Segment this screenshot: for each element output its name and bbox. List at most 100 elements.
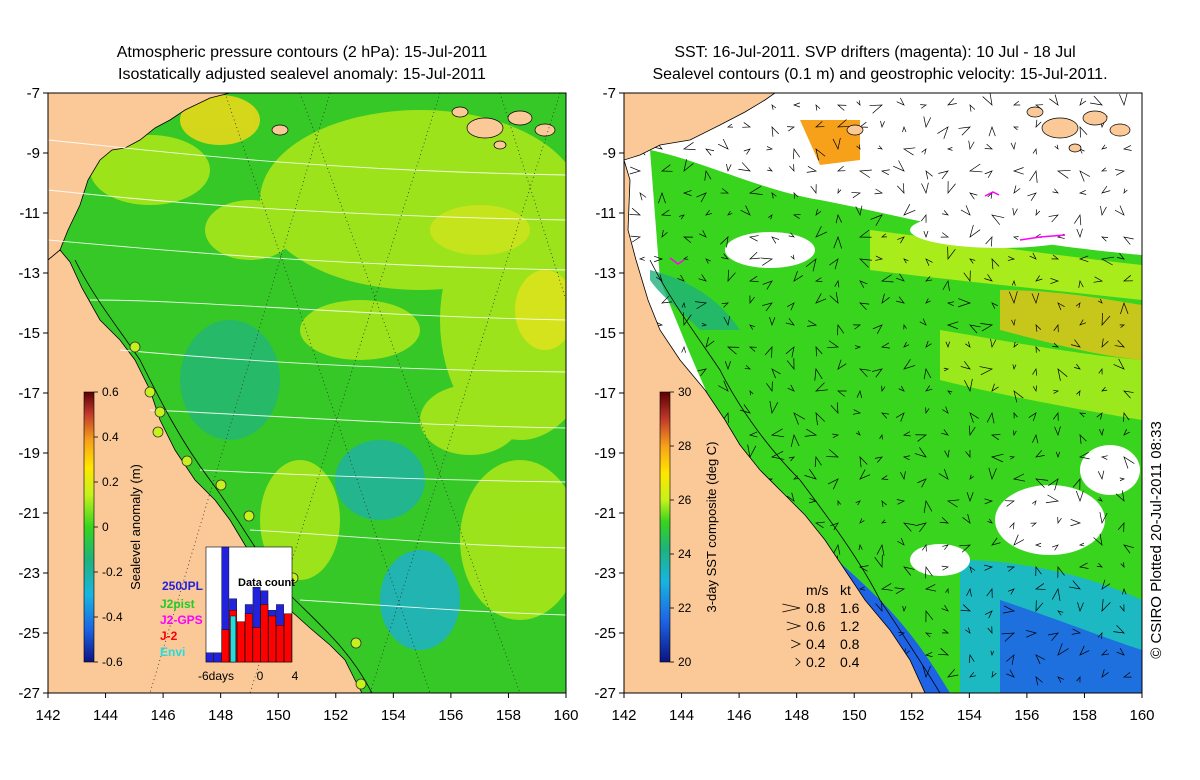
velocity-arrow xyxy=(1070,339,1081,348)
velocity-arrow xyxy=(815,382,828,392)
velocity-arrow xyxy=(881,293,890,304)
velocity-arrow xyxy=(942,628,949,634)
velocity-arrow xyxy=(785,346,795,358)
velocity-arrow xyxy=(660,209,671,216)
velocity-arrow xyxy=(787,384,795,392)
x-tick-label: 146 xyxy=(151,707,176,724)
velocity-arrow xyxy=(897,537,905,546)
velocity-arrow xyxy=(923,367,932,380)
velocity-arrow xyxy=(827,340,840,349)
velocity-arrow xyxy=(770,428,785,438)
velocity-arrow xyxy=(897,236,905,244)
velocity-arrow xyxy=(895,273,905,282)
velocity-arrow xyxy=(880,342,890,349)
velocity-arrow xyxy=(874,456,883,463)
velocity-arrow xyxy=(790,254,795,260)
velocity-arrow xyxy=(968,140,975,151)
velocity-arrow xyxy=(1079,434,1087,444)
velocity-arrow xyxy=(859,368,871,377)
x-tick-label: 158 xyxy=(1072,707,1097,724)
velocity-arrow xyxy=(771,236,780,244)
velocity-arrow xyxy=(903,258,909,264)
y-tick-label: -11 xyxy=(595,205,616,222)
velocity-arrow xyxy=(859,469,871,480)
velocity-arrow xyxy=(837,188,842,194)
velocity-arrow xyxy=(990,338,997,349)
velocity-arrow xyxy=(869,104,883,114)
y-tick-label: -19 xyxy=(18,445,40,462)
velocity-arrow xyxy=(925,298,931,304)
velocity-arrow xyxy=(1096,562,1103,568)
velocity-arrow xyxy=(1101,386,1108,392)
velocity-arrow xyxy=(742,122,752,128)
velocity-arrow xyxy=(814,455,822,467)
colorbar-tick-label: 24 xyxy=(678,547,692,561)
velocity-arrow xyxy=(1034,583,1046,590)
velocity-arrow xyxy=(661,295,673,304)
velocity-arrow xyxy=(896,499,906,505)
velocity-arrow xyxy=(837,104,847,111)
velocity-arrow xyxy=(1013,341,1019,348)
velocity-arrow xyxy=(969,412,979,423)
velocity-arrow xyxy=(925,276,933,282)
velocity-arrow xyxy=(1097,470,1105,481)
velocity-arrow xyxy=(1035,600,1044,612)
velocity-arrow xyxy=(786,126,796,132)
velocity-arrow xyxy=(902,125,907,133)
velocity-arrow xyxy=(807,320,818,327)
velocity-arrow xyxy=(740,205,751,216)
x-tick-label: 154 xyxy=(957,707,982,724)
velocity-arrow xyxy=(805,258,817,272)
velocity-arrow xyxy=(749,324,756,330)
velocity-arrow xyxy=(1090,95,1103,106)
velocity-key-kt: 1.2 xyxy=(840,618,860,634)
y-tick-label: -9 xyxy=(27,145,40,162)
velocity-arrow xyxy=(790,433,800,447)
velocity-arrow xyxy=(922,665,931,679)
velocity-arrow xyxy=(859,280,868,289)
velocity-arrow xyxy=(1008,291,1018,305)
velocity-arrow xyxy=(792,147,801,160)
velocity-arrow xyxy=(880,169,890,176)
left-colorbar: 0.6 0.4 0.2 0 -0.2 -0.4 -0.6 Sealevel anomaly … xyxy=(83,385,143,669)
velocity-arrow xyxy=(1079,645,1090,656)
velocity-arrow xyxy=(833,543,841,555)
velocity-arrow xyxy=(721,302,729,308)
velocity-arrow xyxy=(1101,599,1111,612)
velocity-arrow xyxy=(829,258,839,270)
right-title-line1: SST: 16-Jul-2011. SVP drifters (magenta)… xyxy=(674,44,1075,61)
colorbar-tick-label: -0.2 xyxy=(102,565,123,579)
inset-bar-j2 xyxy=(283,613,292,663)
velocity-arrow xyxy=(832,433,840,439)
velocity-arrow xyxy=(767,167,773,172)
velocity-arrow xyxy=(1115,169,1126,176)
velocity-arrow xyxy=(638,256,645,261)
velocity-arrow xyxy=(902,605,907,613)
velocity-arrow xyxy=(630,235,642,243)
velocity-arrow xyxy=(983,564,994,571)
velocity-arrow xyxy=(1076,228,1083,239)
velocity-arrow xyxy=(984,610,993,619)
left-colorbar-label: Sealevel anomaly (m) xyxy=(128,464,143,590)
velocity-arrow xyxy=(1035,676,1043,686)
velocity-arrow xyxy=(1035,565,1042,576)
velocity-arrow xyxy=(1101,144,1108,150)
velocity-arrow xyxy=(815,121,825,128)
velocity-arrow xyxy=(943,367,950,372)
left-colorbar-ramp xyxy=(83,391,95,663)
velocity-arrow xyxy=(1035,654,1046,665)
velocity-arrow xyxy=(859,258,872,268)
velocity-arrow xyxy=(1115,490,1125,502)
velocity-arrow xyxy=(881,385,886,393)
velocity-arrow xyxy=(1097,497,1103,502)
velocity-arrow xyxy=(815,226,828,238)
y-tick-label: -21 xyxy=(594,505,616,522)
velocity-arrow xyxy=(1123,456,1135,469)
x-tick-label: 160 xyxy=(1129,707,1154,724)
velocity-arrow xyxy=(639,192,647,201)
velocity-arrow xyxy=(1119,604,1125,612)
velocity-key-ms: 0.4 xyxy=(806,636,826,652)
velocity-arrow xyxy=(991,214,1005,225)
velocity-arrow xyxy=(898,385,905,392)
